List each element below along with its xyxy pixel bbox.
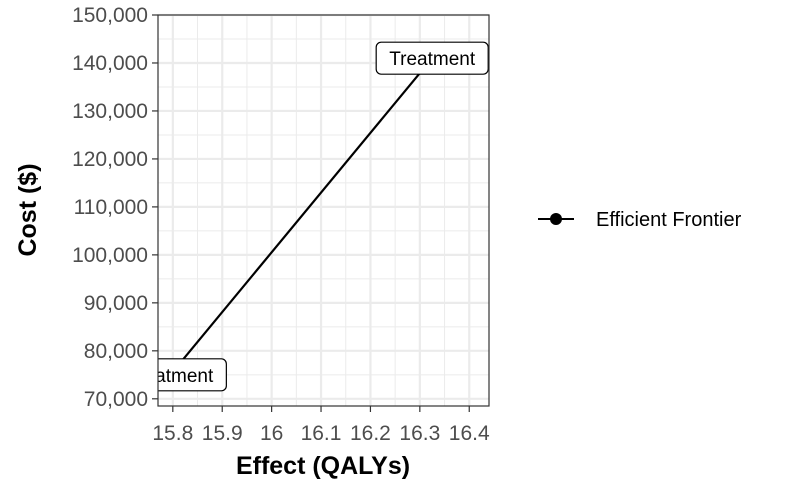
grid-major — [158, 13, 489, 406]
point-label: Treatment — [389, 49, 476, 70]
y-tick-label: 140,000 — [72, 52, 148, 75]
plot-panel-border — [157, 14, 490, 407]
point-label-box — [375, 41, 489, 75]
x-axis-title: Effect (QALYs) — [236, 452, 410, 480]
x-tick-label: 15.8 — [152, 422, 193, 445]
y-tick-label: 120,000 — [72, 148, 148, 171]
legend-key-point — [550, 213, 562, 225]
x-tick-label: 16 — [260, 422, 283, 445]
y-tick-label: 80,000 — [84, 340, 148, 363]
series-line-efficient-frontier — [169, 57, 434, 376]
x-tick-label: 16.1 — [301, 422, 342, 445]
y-tick-label: 130,000 — [72, 100, 148, 123]
y-tick-label: 110,000 — [74, 196, 148, 219]
y-tick-label: 100,000 — [72, 244, 148, 267]
x-tick-label: 16.4 — [449, 422, 490, 445]
x-axis: 15.8 15.9 16 16.1 16.2 16.3 16.4 — [152, 406, 490, 445]
y-axis-title: Cost ($) — [14, 163, 42, 256]
series-layer: Treatment Treatment — [127, 41, 489, 392]
x-tick-label: 16.3 — [399, 422, 440, 445]
y-tick-label: 90,000 — [84, 292, 148, 315]
y-axis: 70,000 80,000 90,000 100,000 110,000 120,000 1… — [72, 4, 158, 411]
point-label: Treatment — [127, 366, 214, 387]
point-label-box — [158, 358, 227, 392]
legend-entry-efficient-frontier: Efficient Frontier — [596, 209, 742, 231]
legend: Efficient Frontier — [538, 209, 742, 231]
x-tick-label: 15.9 — [202, 422, 243, 445]
grid-minor — [158, 15, 489, 406]
x-tick-label: 16.2 — [350, 422, 391, 445]
y-tick-label: 150,000 — [72, 4, 148, 27]
plot-panel-background — [158, 15, 489, 406]
y-tick-label: 70,000 — [84, 388, 148, 411]
